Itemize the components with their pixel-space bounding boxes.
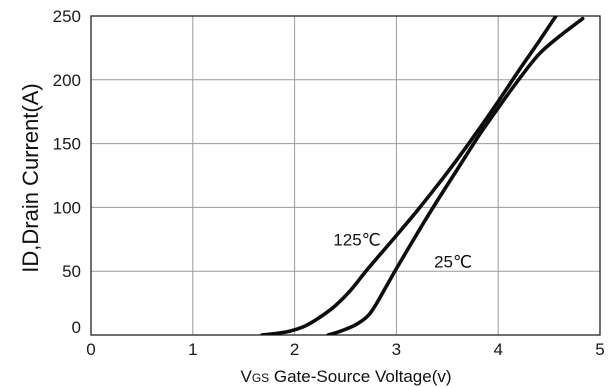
x-axis-title-gs: GS [252, 371, 269, 385]
plot-frame [90, 15, 601, 336]
annotation-125c: 125℃ [333, 231, 380, 250]
x-axis-title-v: V [240, 367, 252, 386]
annotations: 125℃ 25℃ [333, 231, 472, 272]
series-line-125c [260, 16, 559, 335]
y-tick-200: 200 [53, 71, 81, 90]
y-axis-title: ID,Drain Current(A) [18, 83, 43, 272]
x-axis-title-rest: Gate-Source Voltage(v) [269, 367, 451, 386]
x-tick-1: 1 [188, 340, 197, 359]
x-tick-4: 4 [493, 340, 502, 359]
grid [91, 16, 600, 335]
x-tick-2: 2 [290, 340, 299, 359]
y-tick-150: 150 [53, 135, 81, 154]
annotation-25c: 25℃ [434, 252, 472, 271]
x-tick-labels: 0 1 2 3 4 5 [86, 340, 604, 359]
y-tick-labels: 0 50 100 150 200 250 [53, 7, 81, 337]
x-tick-5: 5 [595, 340, 604, 359]
x-axis-title: VGS Gate-Source Voltage(v) [240, 367, 451, 386]
y-tick-250: 250 [53, 7, 81, 26]
y-tick-50: 50 [62, 262, 81, 281]
curves [260, 16, 585, 335]
series-line-25c [326, 16, 585, 335]
y-tick-100: 100 [53, 198, 81, 217]
x-tick-0: 0 [86, 340, 95, 359]
x-tick-3: 3 [392, 340, 401, 359]
y-tick-0: 0 [72, 318, 81, 337]
